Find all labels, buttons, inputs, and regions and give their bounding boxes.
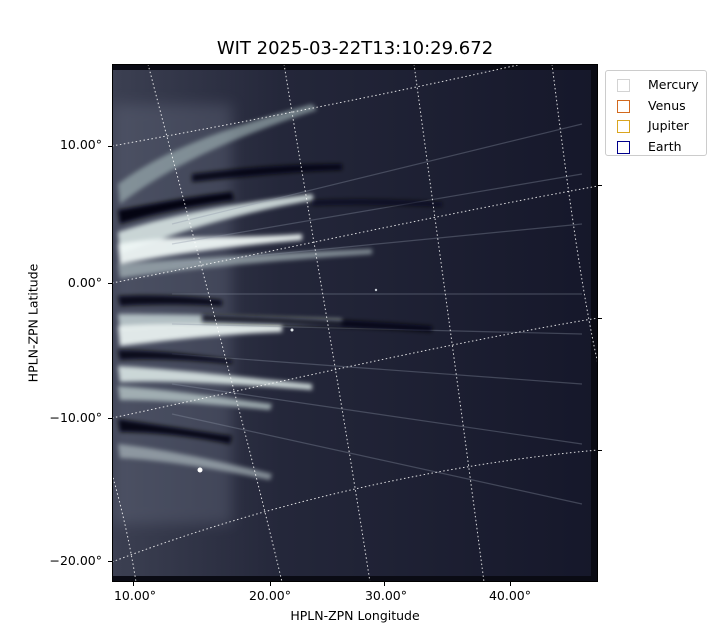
- x-tick-label: 30.00°: [364, 588, 408, 603]
- legend-swatch: [617, 120, 630, 133]
- legend-item-venus: Venus: [617, 96, 706, 117]
- y-axis-label: HPLN-ZPN Latitude: [25, 263, 41, 383]
- x-axis-label: HPLN-ZPN Longitude: [290, 608, 420, 623]
- legend-swatch: [617, 99, 630, 113]
- legend-item-jupiter: Jupiter: [617, 116, 706, 137]
- y-tick-mark: [108, 561, 112, 562]
- x-tick-mark: [270, 582, 271, 586]
- legend-label: Earth: [648, 138, 682, 154]
- y-tick-label: −10.00°: [49, 410, 102, 425]
- legend-item-earth: Earth: [617, 137, 706, 158]
- x-tick-mark: [384, 582, 385, 586]
- y-tick-mark: [108, 283, 112, 284]
- y-tick-label: 10.00°: [59, 137, 102, 152]
- y-tick-mark: [108, 418, 112, 419]
- y-tick-mark: [108, 146, 112, 147]
- right-tick-mark: [598, 185, 602, 186]
- plot-title: WIT 2025-03-22T13:10:29.672: [216, 38, 494, 59]
- legend-swatch: [617, 79, 630, 92]
- heliospheric-image: [112, 64, 598, 582]
- x-tick-label: 40.00°: [488, 588, 532, 603]
- x-tick-mark: [133, 582, 134, 586]
- legend: Mercury Venus Jupiter Earth: [605, 70, 707, 156]
- x-tick-label: 20.00°: [248, 588, 292, 603]
- legend-swatch: [617, 140, 630, 154]
- right-tick-mark: [598, 318, 602, 319]
- legend-label: Jupiter: [648, 118, 689, 133]
- legend-label: Venus: [648, 97, 686, 113]
- x-tick-label: 10.00°: [113, 588, 157, 603]
- legend-item-mercury: Mercury: [617, 75, 706, 96]
- y-tick-label: −20.00°: [49, 553, 102, 568]
- right-tick-mark: [598, 450, 602, 451]
- x-tick-mark: [510, 582, 511, 586]
- legend-label: Mercury: [648, 77, 699, 92]
- y-tick-label: 0.00°: [67, 275, 102, 290]
